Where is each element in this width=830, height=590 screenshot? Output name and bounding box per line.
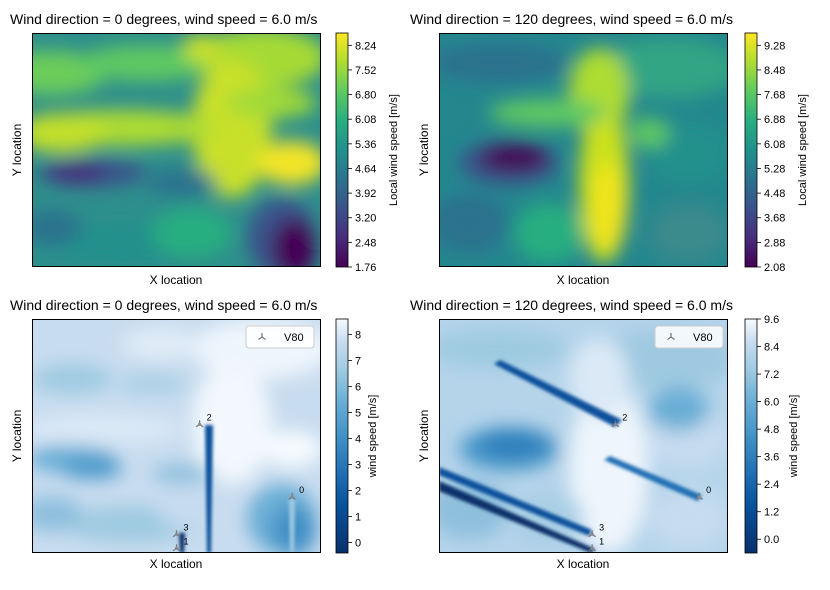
colorbar-tick-label: 8.24 [355,40,376,52]
panel-2: Wind direction = 120 degrees, wind speed… [410,11,809,287]
colorbar-tick-label: 4 [355,434,361,446]
turbine-marker-icon [667,333,675,340]
panel-1-xlabel: X location [150,273,203,287]
turbine-marker [195,420,204,428]
colorbar-tick-label: 6 [355,382,361,394]
panel-4-legend: V80 [654,325,724,349]
colorbar-tick-label: 1.2 [764,507,779,519]
colorbar-tick-label: 2.08 [764,262,785,274]
colorbar-tick-label: 1.76 [355,262,376,274]
panel-3-turbines: 0 1 2 3 [172,412,304,552]
colorbar-tick-label: 0.0 [764,534,779,546]
turbine-label: 1 [184,536,189,546]
panel-3-ylabel: Y location [10,410,24,462]
turbine-marker [611,420,620,428]
colorbar-tick-label: 7 [355,356,361,368]
colorbar-tick-label: 0 [355,538,361,550]
colorbar-tick-label: 6.88 [764,114,785,126]
colorbar-tick-label: 3 [355,460,361,472]
turbine-marker [588,544,597,552]
panel-4-ylabel: Y location [417,410,431,462]
panel-4-colorbar: 0.0 1.2 2.4 3.6 4.8 6.0 7.2 8.4 9.6 [744,314,779,554]
colorbar-tick-label: 4.48 [764,188,785,200]
turbine-label: 0 [706,485,711,495]
colorbar-tick-label: 7.68 [764,90,785,102]
colorbar-tick-label: 3.68 [764,213,785,225]
panel-3-title: Wind direction = 0 degrees, wind speed =… [10,297,317,313]
turbine-marker [288,492,296,500]
colorbar-tick-label: 6.80 [355,90,376,102]
colorbar-tick-label: 3.92 [355,188,376,200]
colorbar-tick-label: 2.48 [355,237,376,249]
panel-1-title: Wind direction = 0 degrees, wind speed =… [10,11,317,27]
colorbar-tick-label: 6.08 [355,114,376,126]
panel-2-title: Wind direction = 120 degrees, wind speed… [410,11,733,27]
panel-4-xlabel: X location [557,557,610,571]
colorbar-tick-label: 1 [355,512,361,524]
panel-2-xlabel: X location [557,273,610,287]
panel-3-xlabel: X location [150,557,203,571]
panel-4: Wind direction = 120 degrees, wind speed… [410,297,800,571]
panel-3: Wind direction = 0 degrees, wind speed =… [10,297,379,571]
turbine-label: 0 [299,485,304,495]
colorbar-tick-label: 5.36 [355,139,376,151]
panel-1: Wind direction = 0 degrees, wind speed =… [10,11,400,287]
turbine-label: 3 [184,522,189,532]
colorbar-tick-label: 4.64 [355,163,376,175]
panel-2-colorbar: 2.08 2.88 3.68 4.48 5.28 6.08 6.88 7.68 8.48 9.28 [744,32,785,274]
colorbar-tick-label: 9.6 [764,314,779,326]
colorbar-tick-label: 3.20 [355,213,376,225]
panel-4-title: Wind direction = 120 degrees, wind speed… [410,297,733,313]
turbine-label: 2 [622,412,627,422]
colorbar-tick-label: 9.28 [764,40,785,52]
panel-2-colorbar-label: Local wind speed [m/s] [797,94,809,206]
panel-4-turbines: 0 1 2 3 [588,412,711,552]
colorbar-tick-label: 7.52 [355,65,376,77]
turbine-marker-icon [258,333,266,340]
turbine-label: 3 [599,522,604,532]
panel-1-colorbar: 1.76 2.48 3.20 3.92 4.64 5.36 6.08 6.80 7.52 8.24 [335,32,376,274]
panel-3-colorbar: 0 1 2 3 4 5 6 7 8 [335,318,361,554]
colorbar-tick-label: 2.4 [764,479,779,491]
colorbar-tick-label: 8.4 [764,342,779,354]
panel-2-ylabel: Y location [417,124,431,176]
panel-4-heatmap [439,319,728,553]
panel-1-heatmap [32,33,321,267]
turbine-label: 2 [207,412,212,422]
panel-3-heatmap [32,319,321,553]
colorbar-tick-label: 3.6 [764,452,779,464]
colorbar-tick-label: 6.08 [764,139,785,151]
colorbar-tick-label: 2 [355,486,361,498]
panel-4-legend-label: V80 [693,332,713,344]
panel-3-legend-label: V80 [284,332,304,344]
turbine-label: 1 [599,536,604,546]
turbine-marker [588,530,597,538]
panel-2-heatmap [439,33,728,267]
colorbar-tick-label: 4.8 [764,424,779,436]
panel-1-ylabel: Y location [10,124,24,176]
panel-1-colorbar-label: Local wind speed [m/s] [388,94,400,206]
turbine-marker [172,530,181,538]
colorbar-tick-label: 5 [355,408,361,420]
panel-3-colorbar-label: wind speed [m/s] [367,395,379,479]
panel-4-colorbar-label: wind speed [m/s] [788,395,800,479]
colorbar-tick-label: 8 [355,330,361,342]
colorbar-tick-label: 8.48 [764,65,785,77]
colorbar-tick-label: 7.2 [764,369,779,381]
panel-3-legend: V80 [245,325,315,349]
colorbar-tick-label: 5.28 [764,163,785,175]
colorbar-tick-label: 6.0 [764,397,779,409]
turbine-marker [695,492,703,500]
colorbar-tick-label: 2.88 [764,237,785,249]
turbine-marker [172,544,181,552]
